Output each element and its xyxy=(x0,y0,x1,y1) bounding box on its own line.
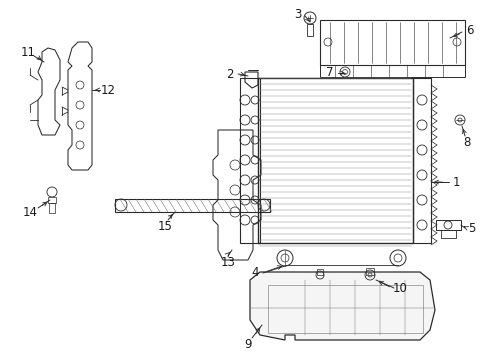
Text: 7: 7 xyxy=(325,66,333,78)
Text: 6: 6 xyxy=(465,23,473,36)
Text: 3: 3 xyxy=(294,8,301,21)
Bar xyxy=(240,78,260,243)
Bar xyxy=(319,20,464,65)
Text: 9: 9 xyxy=(244,338,251,351)
Bar xyxy=(319,65,464,77)
Text: 4: 4 xyxy=(251,266,258,279)
Bar xyxy=(48,197,56,203)
Bar xyxy=(440,230,455,238)
Text: 10: 10 xyxy=(392,282,407,294)
Bar xyxy=(435,220,460,230)
Text: 13: 13 xyxy=(220,256,235,269)
Text: 14: 14 xyxy=(22,206,38,219)
Bar xyxy=(316,269,323,275)
Bar xyxy=(365,268,373,275)
Polygon shape xyxy=(249,272,434,340)
Bar xyxy=(412,78,430,243)
Text: 12: 12 xyxy=(101,84,115,96)
Text: 15: 15 xyxy=(157,220,172,233)
Bar xyxy=(258,78,412,243)
Text: 11: 11 xyxy=(20,45,36,58)
Text: 5: 5 xyxy=(468,221,475,234)
Text: 1: 1 xyxy=(451,175,459,189)
Bar xyxy=(49,203,55,213)
Bar xyxy=(267,285,422,333)
Bar xyxy=(115,199,269,212)
Text: 2: 2 xyxy=(226,68,233,81)
Text: 8: 8 xyxy=(462,135,470,148)
Bar xyxy=(306,24,312,36)
